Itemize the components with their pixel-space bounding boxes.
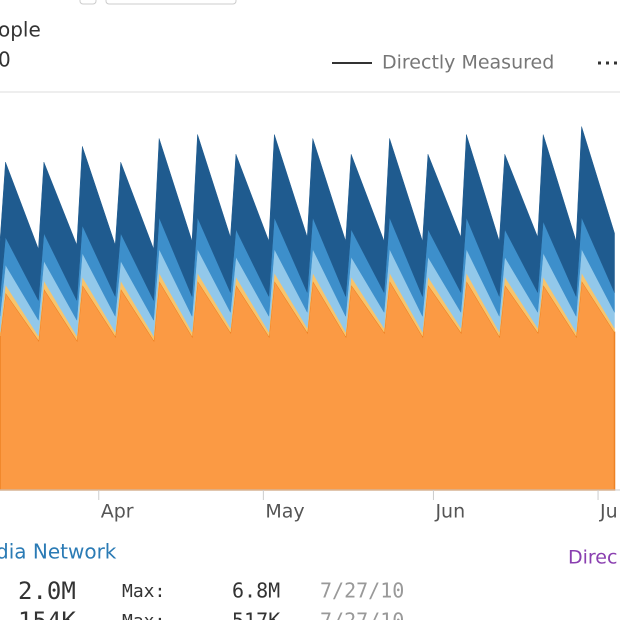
stat-text: 7/27/10	[320, 609, 404, 620]
stat-text: 154K	[18, 607, 76, 620]
x-tick-label: Apr	[101, 501, 134, 523]
x-tick-label: Ju	[599, 501, 618, 523]
stat-text: 517K	[232, 609, 280, 620]
area	[0, 126, 615, 302]
button[interactable]	[79, 0, 97, 5]
stats: 2.0M Max: 6.8M 7/27/10 154K Max: 517K 7/27/10	[18, 577, 404, 620]
stat-text: 7/27/10	[320, 579, 404, 603]
stat-text: 6.8M	[232, 579, 280, 603]
plot: Apr May Jun Ju	[0, 126, 620, 523]
network-link[interactable]: dia Network	[0, 540, 117, 564]
direct-link[interactable]: Direc	[568, 547, 617, 569]
metric-subtitle: 0	[0, 48, 11, 72]
x-tick-label: Jun	[434, 501, 465, 523]
legend-label: Directly Measured	[382, 52, 554, 74]
stat-text: Max:	[122, 581, 165, 602]
x-tick-label: May	[265, 501, 304, 523]
stat-text: 2.0M	[18, 577, 76, 605]
metric-title: ople	[0, 18, 41, 42]
button[interactable]	[105, 0, 237, 5]
stat-text: Max:	[122, 611, 165, 620]
